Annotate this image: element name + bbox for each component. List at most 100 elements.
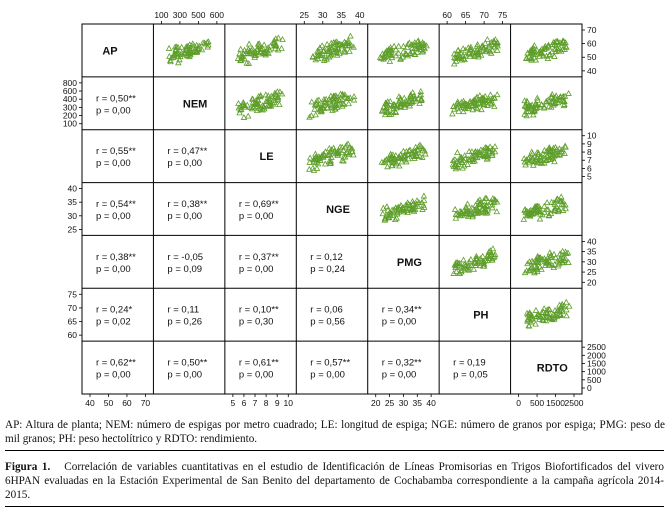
caption-text: Correlación de variables cuantitativas e… <box>5 461 664 501</box>
scatter-point <box>410 95 418 102</box>
scatter-point <box>379 210 387 217</box>
scatter-point <box>421 40 428 47</box>
scatter-point <box>350 151 357 158</box>
correlation-p-value: p = 0,00 <box>96 370 131 381</box>
scatter-point <box>554 37 561 44</box>
scatter-point <box>419 39 426 46</box>
scatter-point <box>488 152 496 158</box>
scatter-point <box>400 42 407 49</box>
scatter-point <box>257 49 265 55</box>
scatter-point <box>539 211 546 218</box>
axis-tick-label: 30 <box>318 10 328 20</box>
scatter-point <box>527 104 535 111</box>
scatter-point <box>334 97 341 104</box>
scatter-point <box>175 49 183 56</box>
scatter-point <box>419 153 426 160</box>
scatter-point <box>319 104 327 111</box>
scatter-point <box>312 154 319 161</box>
scatter-point <box>532 306 540 313</box>
scatter-point <box>416 141 424 148</box>
scatter-point <box>237 106 244 113</box>
scatter-point <box>536 48 543 55</box>
scatter-point <box>454 47 462 54</box>
scatter-point <box>488 40 496 47</box>
scatter-point <box>234 55 242 61</box>
scatter-point <box>526 154 533 160</box>
scatter-point <box>466 52 474 59</box>
scatter-point <box>528 315 535 322</box>
scatter-point <box>546 144 553 151</box>
scatter-point <box>540 305 548 312</box>
correlation-p-value: p = 0,09 <box>167 264 202 275</box>
scatter-point <box>523 112 530 119</box>
scatter-point <box>488 100 495 107</box>
scatter-point <box>402 201 410 208</box>
scatter-point <box>488 201 496 208</box>
scatter-point <box>466 156 473 163</box>
scatter-panel <box>165 38 212 66</box>
scatter-point <box>331 105 339 112</box>
scatter-point <box>331 148 338 155</box>
scatter-point <box>536 103 544 110</box>
scatter-point <box>340 153 347 160</box>
scatter-point <box>533 265 541 272</box>
scatter-point <box>392 204 400 211</box>
scatter-point <box>478 47 486 54</box>
correlation-r-value: r = 0,24* <box>96 305 132 316</box>
scatter-point <box>186 53 193 60</box>
scatter-point <box>409 89 417 95</box>
scatter-point <box>339 99 347 106</box>
axis-tick-label: 6 <box>587 163 592 173</box>
scatter-point <box>378 158 386 165</box>
scatter-point <box>176 56 183 63</box>
scatter-point <box>260 41 268 48</box>
variable-label-nem: NEM <box>183 98 207 110</box>
correlation-r-value: r = 0,54** <box>96 199 136 210</box>
scatter-point <box>485 248 493 255</box>
matrix-frame <box>81 23 583 395</box>
scatter-point <box>460 206 468 213</box>
scatter-point <box>198 46 206 53</box>
correlation-r-value: r = 0,38** <box>96 252 136 263</box>
scatter-point <box>242 103 249 110</box>
scatter-point <box>562 39 569 46</box>
scatter-point <box>520 215 528 222</box>
axis-tick-label: 800 <box>63 78 77 88</box>
scatter-point <box>350 93 358 100</box>
scatter-point <box>487 49 495 56</box>
scatter-point <box>491 94 498 101</box>
scatter-point <box>481 39 489 46</box>
correlation-r-value: r = -0,05 <box>167 252 203 263</box>
scatter-point <box>489 245 497 252</box>
axis-tick-label: 60 <box>442 10 452 20</box>
scatter-point <box>410 148 418 155</box>
scatter-point <box>492 40 499 47</box>
scatter-point <box>172 45 180 52</box>
scatter-point <box>476 208 483 215</box>
axis-tick-label: 65 <box>68 317 78 327</box>
scatter-point <box>379 50 386 57</box>
scatter-point <box>531 202 539 209</box>
scatter-point <box>546 51 554 57</box>
scatter-point <box>551 314 558 321</box>
scatter-point <box>261 50 269 57</box>
scatter-point <box>401 103 409 110</box>
axis-tick-label: 0 <box>587 383 592 393</box>
scatter-point <box>489 145 496 152</box>
scatter-point <box>397 100 404 107</box>
scatter-point <box>524 98 531 105</box>
scatter-point <box>272 40 279 47</box>
scatter-point <box>536 254 543 261</box>
scatter-point <box>469 213 476 220</box>
scatter-point <box>323 55 330 62</box>
scatter-point <box>557 311 564 318</box>
correlation-p-value: p = 0,00 <box>310 370 345 381</box>
scatter-point <box>493 46 501 53</box>
scatter-point <box>464 200 471 207</box>
scatter-point <box>237 45 244 52</box>
scatter-panel <box>450 245 499 276</box>
scatter-point <box>456 262 463 269</box>
scatter-point <box>546 261 554 268</box>
scatter-point <box>310 158 318 165</box>
